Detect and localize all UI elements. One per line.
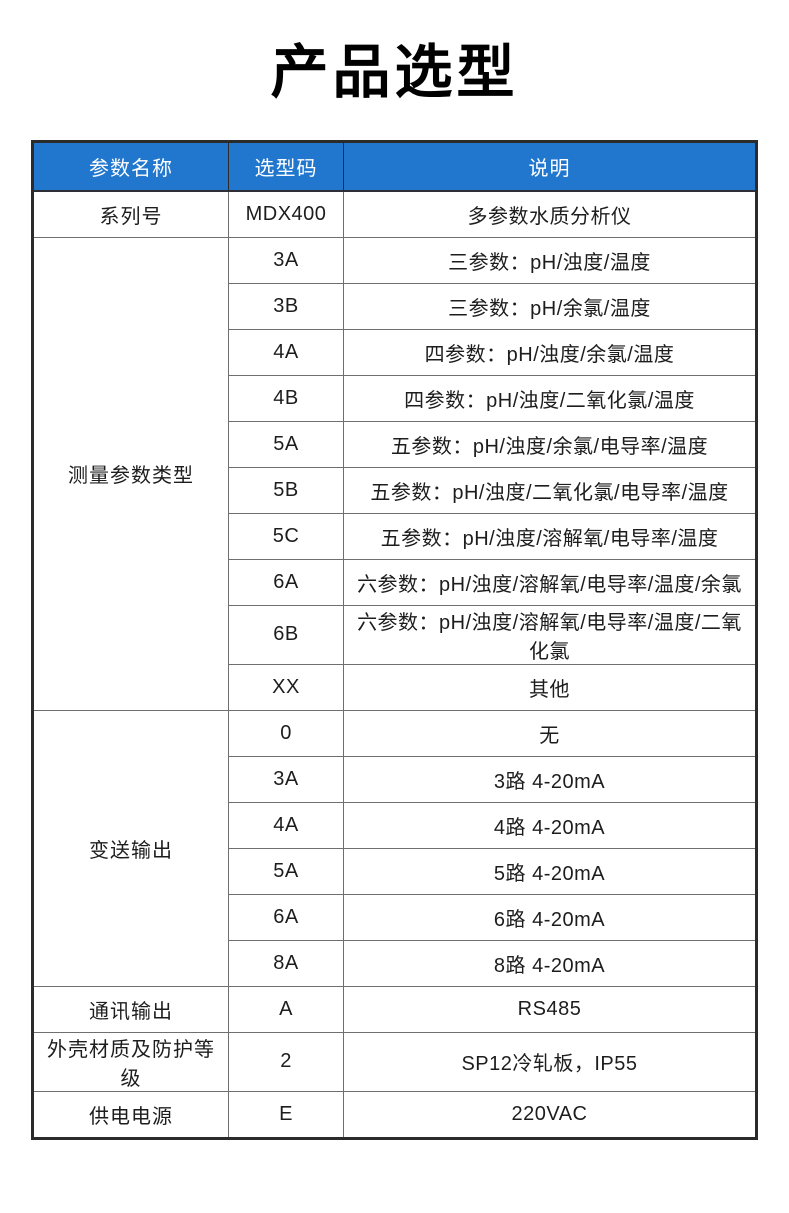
description-cell: 六参数：pH/浊度/溶解氧/电导率/温度/二氧化氯 [343,604,757,665]
page-title: 产品选型 [270,40,519,105]
description-cell: 8路 4-20mA [343,939,757,987]
table-row: 6B 六参数：pH/浊度/溶解氧/电导率/温度/二氧化氯 [33,604,757,665]
param-name-cell: 外壳材质及防护等级 [32,1031,229,1092]
table-row: 3B 三参数：pH/余氯/温度 [33,282,757,330]
description-cell: 五参数：pH/浊度/二氧化氯/电导率/温度 [343,466,757,514]
description-cell: 3路 4-20mA [343,755,757,803]
table-row: 系列号 MDX400 多参数水质分析仪 [32,190,757,238]
table-body: 系列号 MDX400 多参数水质分析仪 测量参数类型 3A 三参数：pH/浊度/温度 3B 三… [32,190,757,1139]
product-selection-table: 参数名称 选型码 说明 系列号 MDX400 多参数水质分析仪 测量参数类型 3A 三参数：p… [31,139,758,1140]
table-row: 测量参数类型 3A 三参数：pH/浊度/温度 [32,236,757,711]
column-header-2: 选型码 [228,140,344,192]
code-cell: 6A [228,893,344,941]
table-row: 变送输出 0 无 [32,709,757,987]
table-row: 5A 5路 4-20mA [33,847,757,895]
table-row: 4A 4路 4-20mA [33,801,757,849]
code-cell: 4A [228,328,344,376]
description-cell: 五参数：pH/浊度/余氯/电导率/温度 [343,420,757,468]
code-cell: 4B [228,374,344,422]
param-name-cell: 变送输出 [32,709,229,987]
code-cell: 4A [228,801,344,849]
description-cell: 六参数：pH/浊度/溶解氧/电导率/温度/余氯 [343,558,757,606]
code-cell: 2 [228,1031,344,1092]
table-row: 通讯输出 A RS485 [32,985,757,1033]
table-row: 外壳材质及防护等级 2 SP12冷轧板，IP55 [32,1031,757,1092]
description-cell: 5路 4-20mA [343,847,757,895]
code-cell: 5A [228,847,344,895]
code-cell: 5C [228,512,344,560]
table-row: 6A 六参数：pH/浊度/溶解氧/电导率/温度/余氯 [33,558,757,606]
code-cell: 5B [228,466,344,514]
code-cell: 3B [228,282,344,330]
description-cell: 三参数：pH/余氯/温度 [343,282,757,330]
code-cell: 6B [228,604,344,665]
column-header-3: 说明 [343,140,757,192]
table-row: 4A 四参数：pH/浊度/余氯/温度 [33,328,757,376]
table-row: 供电电源 E 220VAC [32,1090,757,1139]
header-row: 参数名称 选型码 说明 [32,140,757,192]
description-cell: 四参数：pH/浊度/二氧化氯/温度 [343,374,757,422]
description-cell: 五参数：pH/浊度/溶解氧/电导率/温度 [343,512,757,560]
table-row: 4B 四参数：pH/浊度/二氧化氯/温度 [33,374,757,422]
code-cell: MDX400 [228,190,344,238]
code-cell: 0 [228,709,344,757]
table-row: 8A 8路 4-20mA [33,939,757,987]
param-name-cell: 测量参数类型 [32,236,229,711]
code-cell: 8A [228,939,344,987]
param-name-cell: 通讯输出 [32,985,229,1033]
table-header: 参数名称 选型码 说明 [32,140,757,192]
table-row: 5A 五参数：pH/浊度/余氯/电导率/温度 [33,420,757,468]
code-cell: 5A [228,420,344,468]
code-cell: A [228,985,344,1033]
table-row: 5B 五参数：pH/浊度/二氧化氯/电导率/温度 [33,466,757,514]
code-cell: 6A [228,558,344,606]
description-cell: SP12冷轧板，IP55 [343,1031,757,1092]
description-cell: 三参数：pH/浊度/温度 [343,236,757,284]
description-cell: 无 [343,709,757,757]
code-cell: E [228,1090,344,1139]
code-cell: XX [228,663,344,711]
description-cell: 4路 4-20mA [343,801,757,849]
description-cell: 多参数水质分析仪 [343,190,757,238]
description-cell: RS485 [343,985,757,1033]
description-cell: 6路 4-20mA [343,893,757,941]
table-row: 5C 五参数：pH/浊度/溶解氧/电导率/温度 [33,512,757,560]
description-cell: 四参数：pH/浊度/余氯/温度 [343,328,757,376]
column-header-1: 参数名称 [32,140,229,192]
description-cell: 其他 [343,663,757,711]
table-row: 3A 3路 4-20mA [33,755,757,803]
param-name-cell: 系列号 [32,190,229,238]
code-cell: 3A [228,755,344,803]
code-cell: 3A [228,236,344,284]
description-cell: 220VAC [343,1090,757,1139]
param-name-cell: 供电电源 [32,1090,229,1139]
